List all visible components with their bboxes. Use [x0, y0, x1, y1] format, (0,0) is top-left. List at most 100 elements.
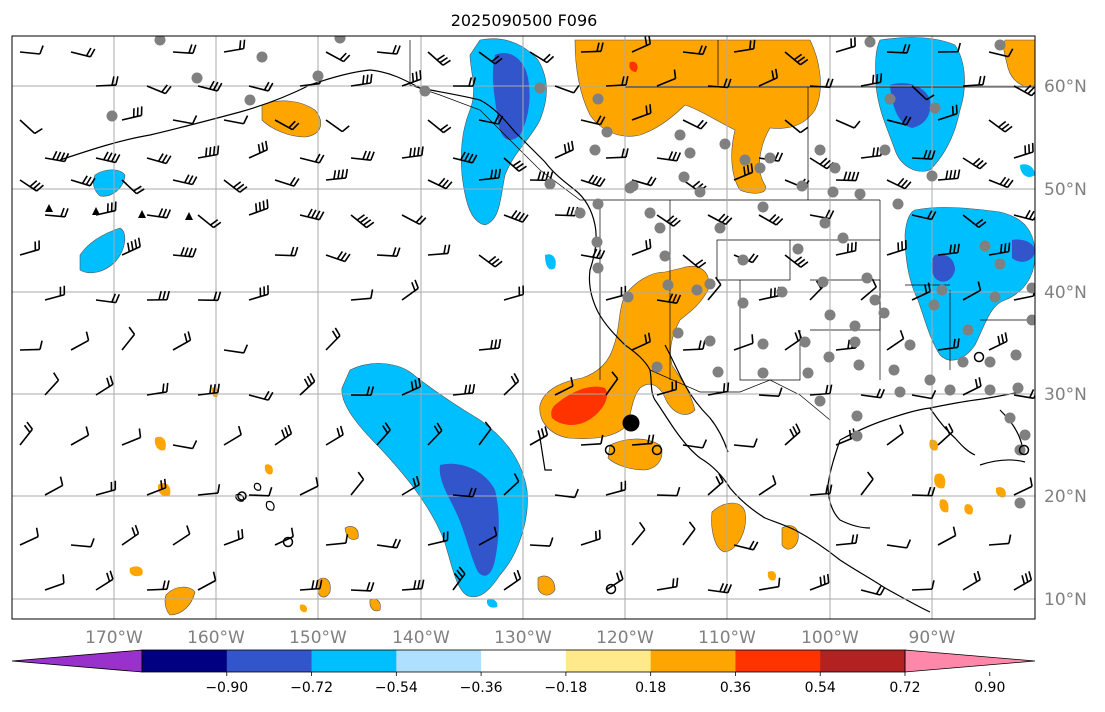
wind-barb-feather: [336, 251, 344, 260]
wind-barb-feather: [268, 487, 273, 497]
wind-barb-feather: [570, 206, 575, 216]
wind-barb: [44, 379, 60, 396]
wind-barb-feather: [599, 178, 606, 187]
station-dot: [849, 320, 861, 332]
wind-barb-feather: [646, 176, 653, 185]
station-markers: [106, 36, 1035, 509]
station-dot: [672, 327, 684, 339]
wind-barb-feather: [414, 379, 418, 389]
colorbar-tick-label: 0.36: [720, 680, 751, 696]
wind-barb-feather: [899, 424, 904, 434]
wind-barb: [911, 394, 932, 400]
wind-barb-feather: [238, 40, 242, 50]
wind-barb-feather: [216, 145, 220, 155]
wind-barb-feather: [880, 389, 886, 398]
wind-barb-feather: [471, 154, 478, 164]
colorbar-segment: [226, 650, 313, 672]
station-dot: [1014, 497, 1026, 509]
wind-barb-feather: [187, 331, 192, 341]
wind-barb: [733, 444, 754, 448]
wind-barb-feather: [668, 293, 674, 303]
wind-barb-feather: [310, 209, 317, 219]
station-dot: [864, 36, 876, 48]
wind-barb-feather: [957, 338, 960, 348]
wind-barb-feather: [698, 45, 703, 55]
wind-barb-feather: [702, 439, 708, 449]
wind-barb-feather: [676, 294, 682, 304]
wind-barb-feather: [826, 573, 830, 583]
station-dot: [1019, 429, 1031, 441]
station-dot: [869, 294, 881, 306]
wind-barb-feather: [333, 170, 337, 180]
wind-barb-feather: [217, 484, 221, 494]
wind-barb-feather: [212, 571, 217, 581]
wind-barb-feather: [897, 177, 905, 186]
station-dot: [979, 240, 991, 252]
station-dot: [776, 286, 788, 298]
wind-barb-feather: [768, 214, 777, 222]
wind-barb-feather: [823, 575, 826, 585]
colorbar-extend-high: [904, 649, 1036, 673]
wind-barb-feather: [574, 488, 579, 498]
wind-barb-feather: [819, 157, 828, 165]
wind-barb-feather: [672, 151, 678, 161]
wind-barb: [962, 289, 981, 301]
colorbar-segment: [650, 650, 736, 672]
wind-barb-feather: [233, 181, 242, 188]
lon-label-150w: 150°W: [289, 628, 347, 648]
wind-barb-feather: [366, 386, 371, 396]
wind-barb-feather: [217, 383, 220, 393]
wind-barb-feather: [191, 440, 198, 449]
colorbar-segment: [481, 650, 567, 672]
wind-barb-feather: [673, 69, 677, 79]
wind-barb-feather: [600, 42, 604, 52]
wind-barb-feather: [797, 329, 803, 339]
wind-barb-feather: [906, 44, 911, 54]
wind-barb-feather: [291, 122, 300, 131]
wind-barb-feather: [847, 339, 851, 349]
wind-barb-feather: [290, 527, 294, 537]
lat-label-10: 10°N: [1044, 590, 1087, 610]
wind-barb-feather: [186, 525, 191, 535]
wind-barb-feather: [1001, 123, 1010, 131]
wind-barb: [70, 339, 89, 351]
station-dot: [627, 180, 639, 192]
station-dot: [244, 94, 256, 106]
wind-barb-feather: [284, 427, 289, 437]
wind-barb-feather: [671, 578, 675, 588]
wind-barb: [886, 338, 904, 351]
wind-barb-feather: [255, 203, 258, 213]
wind-barb-feather: [468, 384, 472, 394]
wind-barb-feather: [411, 72, 415, 82]
station-dot: [792, 243, 804, 255]
wind-barb-feather: [241, 529, 244, 539]
wind-barb: [350, 478, 365, 496]
wind-barb-feather: [314, 210, 321, 220]
wind-barb-feather: [774, 151, 780, 161]
station-dot: [1026, 314, 1035, 326]
wind-barb-flag: [92, 207, 100, 215]
wind-barb-feather: [161, 84, 168, 93]
wind-barb: [350, 297, 371, 301]
wind-barb-feather: [493, 526, 498, 536]
wind-barb-feather: [414, 279, 419, 289]
wind-barb-feather: [458, 566, 466, 575]
station-dot: [719, 138, 731, 150]
wind-barb-feather: [772, 216, 780, 224]
station-dot: [644, 207, 656, 219]
longitude-labels: 170°W 160°W 150°W 140°W 130°W 120°W 110°…: [85, 628, 956, 648]
colorbar-tick-label: −0.72: [290, 680, 333, 696]
wind-barb-feather: [514, 211, 522, 220]
wind-barb-feather: [675, 577, 679, 587]
wind-barb-feather: [490, 169, 494, 179]
wind-barb: [988, 542, 1010, 546]
wind-barb-feather: [543, 53, 551, 62]
wind-barb-feather: [287, 424, 293, 434]
wind-barb-feather: [213, 384, 216, 394]
wind-barb: [554, 385, 574, 396]
wind-barb-feather: [209, 146, 212, 156]
lon-label-170w: 170°W: [85, 628, 143, 648]
wind-barb-feather: [647, 332, 651, 342]
wind-barb-feather: [513, 473, 520, 482]
wind-barb-feather: [563, 144, 567, 154]
